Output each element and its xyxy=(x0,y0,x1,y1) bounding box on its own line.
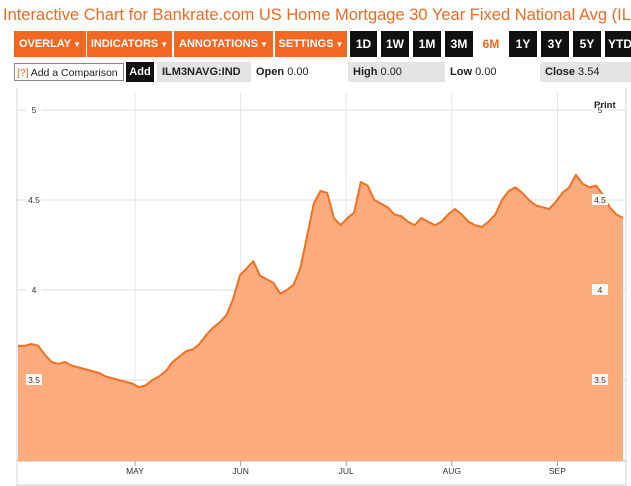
period-5y-button[interactable]: 5Y xyxy=(573,31,601,57)
y-tick-label-bg xyxy=(26,104,42,115)
price-chart[interactable]: MAY JUN JUL AUG SEP 3.5 3.5 4 4 4.5 4.5 5 5 xyxy=(0,88,631,486)
period-1m-button[interactable]: 1M xyxy=(413,31,441,57)
y-tick-label-bg xyxy=(26,194,42,205)
y-tick-label-bg xyxy=(592,374,608,385)
close-field: Close 3.54 xyxy=(540,62,631,82)
chevron-down-icon: ▼ xyxy=(335,40,344,49)
high-value: 0.00 xyxy=(380,66,402,78)
chevron-down-icon: ▼ xyxy=(260,40,268,49)
x-tick-label: AUG xyxy=(443,466,461,476)
chevron-down-icon: ▼ xyxy=(73,40,82,49)
chevron-down-icon: ▼ xyxy=(160,40,169,49)
low-label: Low xyxy=(450,66,472,78)
overlay-menu-label: OVERLAY xyxy=(18,38,72,50)
indicators-menu-label: INDICATORS xyxy=(90,38,159,50)
y-tick-label: 4.5 xyxy=(28,195,40,205)
comparison-input[interactable]: [?] Add a Comparison xyxy=(14,63,124,81)
period-1y-button[interactable]: 1Y xyxy=(509,31,537,57)
period-1d-button[interactable]: 1D xyxy=(350,31,377,57)
y-tick-label-bg xyxy=(26,284,42,295)
period-ytd-button[interactable]: YTD xyxy=(605,31,631,57)
open-label: Open xyxy=(256,66,285,78)
chart-toolbar: OVERLAY ▼ INDICATORS ▼ ANNOTATIONS ▼ SETTIN… xyxy=(14,31,631,57)
low-value: 0.00 xyxy=(475,66,497,78)
settings-menu-button[interactable]: SETTINGS ▼ xyxy=(275,31,347,57)
comparison-placeholder: Add a Comparison xyxy=(30,67,118,79)
x-tick-label: JUL xyxy=(339,466,354,476)
y-tick-label-bg xyxy=(26,374,42,385)
x-tick-label: JUN xyxy=(232,466,249,476)
help-icon[interactable]: [?] xyxy=(17,67,29,79)
y-tick-label: 4 xyxy=(598,285,603,295)
y-tick-label-bg xyxy=(592,104,608,115)
x-tick-label: MAY xyxy=(126,466,144,476)
y-tick-label-bg xyxy=(592,284,608,295)
high-field: High 0.00 xyxy=(348,62,449,82)
chart-title: Interactive Chart for Bankrate.com US Ho… xyxy=(3,6,631,24)
close-label: Close xyxy=(545,66,575,78)
annotations-menu-button[interactable]: ANNOTATIONS ▼ xyxy=(174,31,273,57)
overlay-menu-button[interactable]: OVERLAY ▼ xyxy=(14,31,86,57)
y-tick-label: 3.5 xyxy=(28,375,40,385)
period-3y-button[interactable]: 3Y xyxy=(541,31,569,57)
y-tick-label: 5 xyxy=(598,105,603,115)
open-value: 0.00 xyxy=(287,66,309,78)
print-link[interactable]: Print xyxy=(594,100,616,111)
area-fill xyxy=(18,174,623,462)
y-tick-label: 4 xyxy=(32,285,37,295)
y-tick-label-bg xyxy=(592,194,608,205)
y-tick-label: 5 xyxy=(32,105,37,115)
add-comparison-button[interactable]: Add xyxy=(126,62,154,82)
period-3m-button[interactable]: 3M xyxy=(445,31,473,57)
series-line xyxy=(18,173,624,389)
open-field: Open 0.00 xyxy=(251,62,352,82)
x-tick-label: SEP xyxy=(549,466,566,476)
y-tick-label: 3.5 xyxy=(594,375,606,385)
symbol-label: ILM3NAVG:IND xyxy=(157,62,254,82)
high-label: High xyxy=(353,66,378,78)
quote-bar: [?] Add a Comparison Add ILM3NAVG:IND Ope… xyxy=(14,62,631,82)
settings-menu-label: SETTINGS xyxy=(278,38,334,50)
y-tick-label: 4.5 xyxy=(594,195,606,205)
indicators-menu-button[interactable]: INDICATORS ▼ xyxy=(87,31,172,57)
low-field: Low 0.00 xyxy=(445,62,544,82)
period-1w-button[interactable]: 1W xyxy=(381,31,409,57)
close-value: 3.54 xyxy=(578,66,600,78)
annotations-menu-label: ANNOTATIONS xyxy=(179,38,259,50)
period-6m-button[interactable]: 6M xyxy=(477,31,505,57)
